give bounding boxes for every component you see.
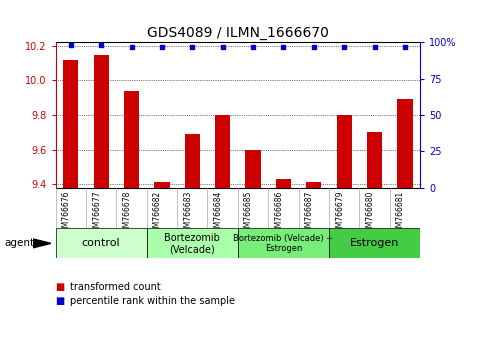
Text: Bortezomib
(Velcade): Bortezomib (Velcade) xyxy=(164,233,220,254)
Text: control: control xyxy=(82,238,120,249)
Bar xyxy=(63,60,78,188)
Bar xyxy=(337,115,352,188)
Title: GDS4089 / ILMN_1666670: GDS4089 / ILMN_1666670 xyxy=(147,26,329,40)
Bar xyxy=(147,228,238,258)
Bar xyxy=(245,150,261,188)
Bar xyxy=(276,179,291,188)
Bar xyxy=(306,182,322,188)
Bar xyxy=(215,115,230,188)
Text: GSM766687: GSM766687 xyxy=(305,191,314,237)
Bar xyxy=(185,134,200,188)
Text: GSM766683: GSM766683 xyxy=(183,191,192,237)
Text: percentile rank within the sample: percentile rank within the sample xyxy=(70,296,235,306)
Text: GSM766685: GSM766685 xyxy=(244,191,253,237)
Bar xyxy=(154,182,170,188)
Text: GSM766682: GSM766682 xyxy=(153,191,162,237)
Text: GSM766678: GSM766678 xyxy=(123,191,131,237)
Text: GSM766676: GSM766676 xyxy=(62,191,71,238)
Bar xyxy=(94,55,109,188)
Text: Estrogen: Estrogen xyxy=(350,238,399,249)
Text: GSM766684: GSM766684 xyxy=(213,191,223,237)
Bar xyxy=(124,91,139,188)
Text: Bortezomib (Velcade) +
Estrogen: Bortezomib (Velcade) + Estrogen xyxy=(233,234,334,253)
Text: GSM766679: GSM766679 xyxy=(335,191,344,238)
Bar xyxy=(398,99,412,188)
Bar xyxy=(329,228,420,258)
Text: ■: ■ xyxy=(56,282,65,292)
Bar xyxy=(367,132,382,188)
Bar xyxy=(56,228,147,258)
Text: transformed count: transformed count xyxy=(70,282,161,292)
Text: GSM766686: GSM766686 xyxy=(274,191,284,237)
Text: ■: ■ xyxy=(56,296,65,306)
Bar xyxy=(238,228,329,258)
Text: GSM766680: GSM766680 xyxy=(366,191,375,237)
Polygon shape xyxy=(33,239,51,248)
Text: agent: agent xyxy=(5,238,35,249)
Text: GSM766677: GSM766677 xyxy=(92,191,101,238)
Text: GSM766681: GSM766681 xyxy=(396,191,405,237)
